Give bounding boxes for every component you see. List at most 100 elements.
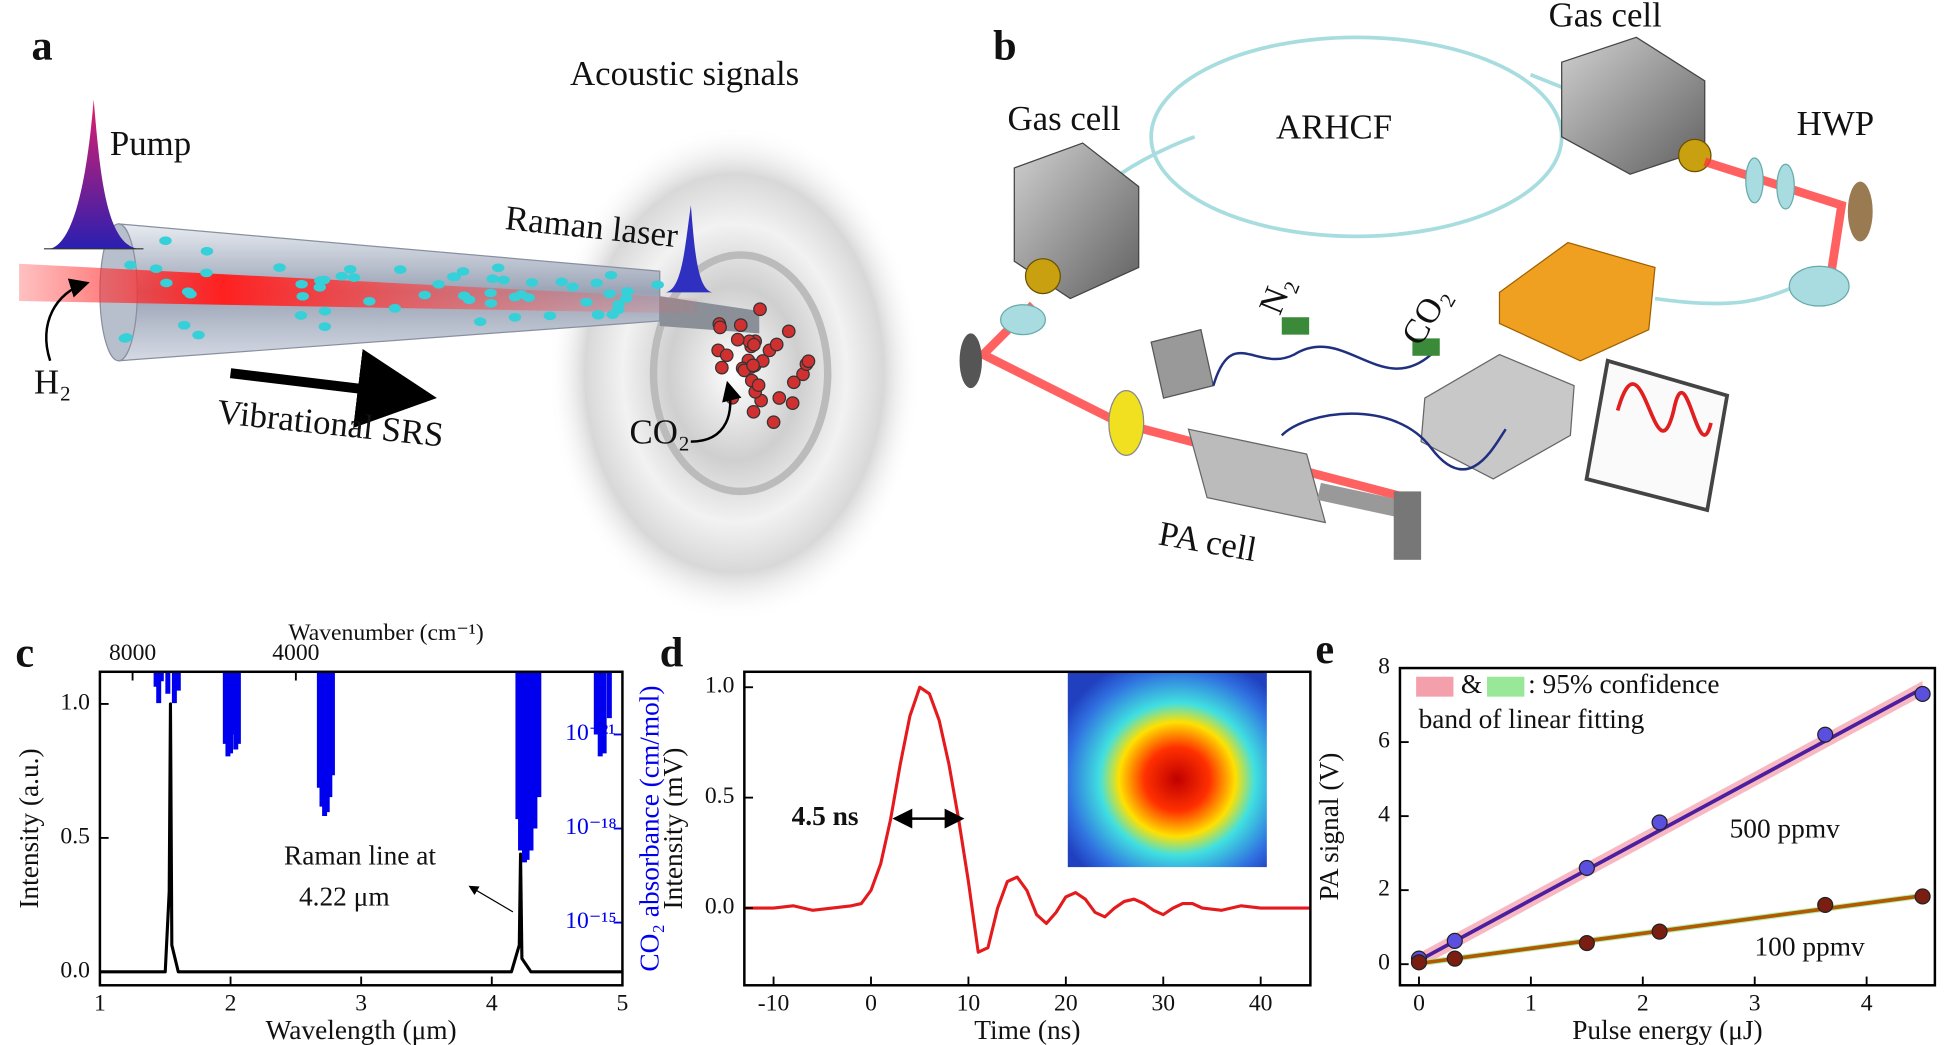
legend-swatch [1487,676,1525,697]
y2-tick-label: 10⁻²¹ [565,720,615,746]
fiber-leads [1119,72,1812,306]
panel-label: e [1315,626,1334,673]
x-tick-label: 3 [355,991,367,1017]
co2-molecule [719,348,734,363]
panel-a: a Acoustic signals Pump Raman laser H₂ V… [19,22,921,623]
y-axis-title: PA signal (V) [1314,753,1344,901]
x-tick-label: 10 [957,991,981,1017]
legend-swatch [1416,676,1454,697]
molecule [456,267,470,276]
co2-molecule [766,415,781,430]
co2-molecule [746,358,760,373]
x-tick-label: 20 [1054,991,1078,1017]
molecule [149,264,163,274]
y-tick-label: 0.0 [60,957,90,983]
data-point [1817,896,1834,914]
molecules [118,236,816,430]
label: Acoustic signals [570,54,799,93]
mirror [959,333,982,389]
label: Pump [110,124,191,163]
lens [1745,157,1764,204]
data-point [1651,814,1668,831]
molecule [590,278,603,288]
molecule [604,270,618,280]
lens [999,304,1047,336]
molecule [497,275,510,285]
co2-molecule [725,390,740,405]
x-tick-label: 0 [1413,991,1425,1017]
data-line [99,702,623,974]
molecule [318,322,332,331]
molecule [347,273,361,282]
molecule [619,294,633,303]
x-tick-label: 30 [1151,991,1175,1017]
x2-tick-label: 4000 [272,640,319,666]
raman-pulse [665,205,712,293]
pa-cell-tube [1317,482,1408,519]
molecule [457,291,471,301]
label: PA cell [1156,514,1260,569]
x-tick-label: 2 [1637,991,1649,1017]
y-tick-label: 4 [1378,802,1390,828]
molecule [606,310,619,319]
fit-line [1418,686,1924,963]
flow-meter [1412,338,1440,356]
window [1024,258,1061,295]
mirror [1847,181,1873,242]
molecule [508,312,522,322]
molecule [394,265,407,275]
y-axis-title: Intensity (mV) [658,748,688,910]
molecule [313,282,326,292]
x-tick-label: 4 [1861,991,1873,1017]
cables [1212,345,1507,471]
molecule [159,236,172,246]
molecule [314,276,327,285]
label: HWP [1797,104,1874,143]
molecule [200,268,213,278]
y2-tick-label: 10⁻¹⁵ [565,908,616,934]
x-tick-label: 2 [225,991,237,1017]
plot-frame [98,670,624,987]
plot-area [99,671,623,974]
molecule [484,298,498,308]
molecule [295,279,308,289]
annotation: 4.22 μm [299,882,390,912]
molecule [651,280,664,290]
y-tick-label: 0.5 [705,783,735,809]
co2-molecule [753,302,767,317]
laser-source [1498,241,1656,362]
molecule [294,311,308,320]
label: Gas cell [1549,0,1662,35]
co2-molecule [715,360,729,375]
annotation-arrow [468,885,514,913]
x-axis-title: Pulse energy (μJ) [1572,1015,1762,1045]
plot-area [1410,681,1931,971]
label: ARHCF [1276,108,1392,147]
x-tick-label: 40 [1249,991,1273,1017]
molecule [580,297,593,307]
co2-molecule [751,378,766,393]
molecule [612,299,625,309]
co2-molecule [730,332,745,347]
beam-profile-inset [1067,671,1267,868]
legend-text: & [1461,669,1482,699]
molecule [296,291,309,301]
lens [1788,265,1850,307]
x-axis-title: Time (ns) [974,1015,1080,1045]
molecule [273,263,286,272]
flow-meter [1281,317,1310,335]
x-tick-label: 0 [865,991,877,1017]
label: Vibrational SRS [215,392,445,455]
molecule [318,306,332,316]
label: CO₂ [1394,280,1458,352]
panel-label: b [993,22,1017,69]
annotation: Raman line at [284,841,436,871]
x-tick-label: 5 [617,991,629,1017]
plot-area [744,685,1310,954]
y-tick-label: 1.0 [60,689,90,715]
panel-label: d [660,630,684,677]
y-tick-label: 8 [1378,653,1390,679]
pa-cell [1187,428,1327,524]
x-tick-label: 3 [1749,991,1761,1017]
